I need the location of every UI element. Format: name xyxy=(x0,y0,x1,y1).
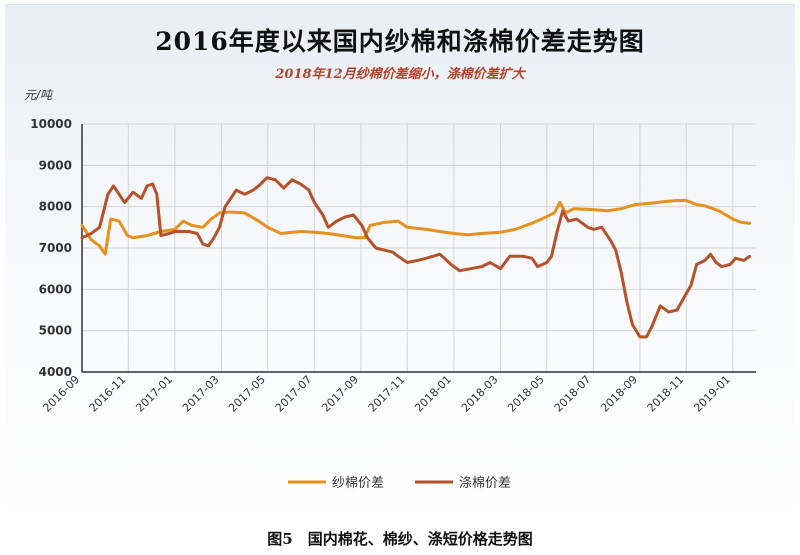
y-tick-label: 6000 xyxy=(39,282,72,296)
x-tick-label: 2019-01 xyxy=(691,373,733,415)
x-tick-label: 2017-11 xyxy=(366,373,408,415)
x-tick-label: 2018-03 xyxy=(459,373,501,415)
y-tick-labels: 10000 9000 8000 7000 6000 5000 4000 xyxy=(30,117,72,379)
x-tick-label: 2017-09 xyxy=(319,373,361,415)
chart-background-panel xyxy=(5,4,795,520)
x-tick-label: 2018-01 xyxy=(412,373,454,415)
series-line-yarn-cotton xyxy=(80,199,752,256)
figure-caption: 图5 国内棉花、棉纱、涤短价格走势图 xyxy=(267,530,533,548)
x-tick-labels: 2016-09 2016-11 2017-01 2017-03 2017-05 2017-… xyxy=(40,373,733,415)
legend-label-yarn-cotton: 纱棉价差 xyxy=(332,476,384,491)
chart-subtitle: 2018年12月纱棉价差缩小，涤棉价差扩大 xyxy=(275,67,525,82)
x-tick-label: 2016-11 xyxy=(87,373,129,415)
series-line-poly-cotton xyxy=(80,176,752,339)
x-tick-label: 2016-09 xyxy=(40,373,82,415)
y-tick-label: 9000 xyxy=(39,158,72,172)
y-tick-label: 10000 xyxy=(30,117,72,131)
x-tick-label: 2018-09 xyxy=(598,373,640,415)
x-tick-label: 2017-07 xyxy=(273,373,315,415)
chart-title: 2016年度以来国内纱棉和涤棉价差走势图 xyxy=(155,27,645,56)
y-axis-unit-label: 元/吨 xyxy=(24,88,53,102)
data-series xyxy=(80,176,752,339)
y-tick-label: 4000 xyxy=(39,365,72,379)
axes xyxy=(81,124,756,373)
y-tick-label: 5000 xyxy=(39,324,72,338)
x-tick-label: 2018-05 xyxy=(505,373,547,415)
legend: 纱棉价差 涤棉价差 xyxy=(288,476,511,491)
x-tick-label: 2018-11 xyxy=(645,373,687,415)
legend-label-poly-cotton: 涤棉价差 xyxy=(459,476,511,491)
x-tick-label: 2018-07 xyxy=(552,373,594,415)
x-tick-label: 2017-05 xyxy=(226,373,268,415)
x-tick-label: 2017-03 xyxy=(180,373,222,415)
gridlines xyxy=(81,123,756,373)
y-tick-label: 8000 xyxy=(39,200,72,214)
y-tick-label: 7000 xyxy=(39,241,72,255)
x-tick-label: 2017-01 xyxy=(133,373,175,415)
